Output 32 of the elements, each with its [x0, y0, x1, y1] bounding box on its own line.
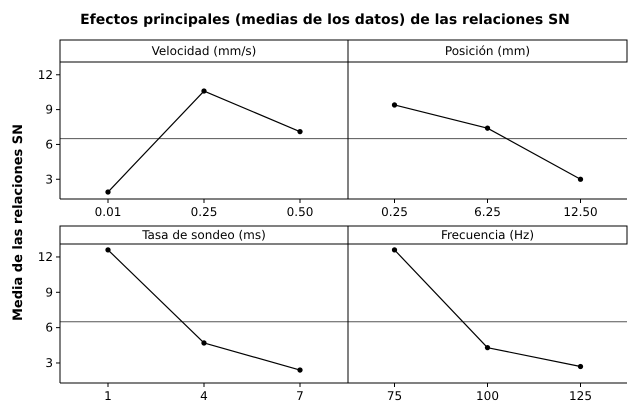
x-axis-title: Tasa de sondeo (ms): [141, 228, 266, 242]
x-tick-label: 7: [296, 389, 304, 403]
point: [297, 129, 303, 134]
y-tick-label: 6: [45, 320, 53, 335]
x-tick-label: 0.01: [94, 205, 122, 219]
chart-title: Efectos principales (medias de los datos) de las relaciones SN: [80, 12, 570, 28]
point: [105, 247, 111, 253]
point: [105, 189, 111, 195]
y-tick-label: 3: [45, 172, 53, 186]
y-axis-title: Media de las relaciones SN: [11, 124, 26, 322]
x-axis-title: Velocidad (mm/s): [152, 44, 256, 58]
y-tick-label: 9: [45, 102, 53, 117]
y-tick-label: 12: [38, 250, 53, 264]
x-tick-label: 0.25: [190, 205, 218, 219]
y-tick-label: 9: [45, 285, 53, 300]
x-tick-label: 12.50: [563, 205, 598, 219]
x-tick-label: 6.25: [474, 205, 501, 219]
point: [201, 340, 207, 346]
point: [297, 367, 303, 373]
x-tick-label: 0.50: [286, 205, 314, 219]
y-tick-label: 3: [45, 356, 53, 370]
point: [201, 88, 207, 94]
x-tick-label: 1: [104, 389, 112, 403]
x-axis-title: Posición (mm): [444, 44, 530, 58]
y-tick-label: 12: [38, 68, 53, 82]
x-tick-label: 0.25: [381, 205, 408, 219]
x-tick-label: 125: [569, 389, 592, 403]
y-tick-label: 6: [45, 137, 53, 152]
x-axis-title: Frecuencia (Hz): [440, 228, 534, 242]
x-tick-label: 100: [476, 389, 499, 403]
x-tick-label: 4: [200, 389, 208, 403]
x-tick-label: 75: [386, 389, 402, 403]
